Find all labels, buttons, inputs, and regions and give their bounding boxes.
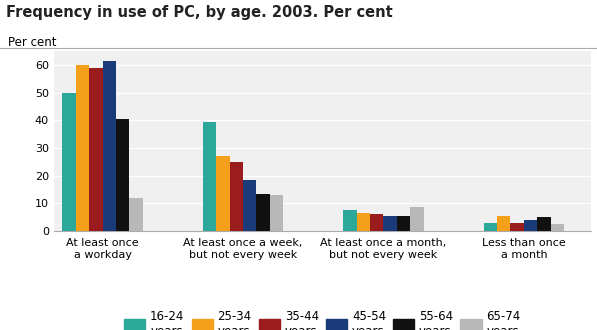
Bar xyxy=(257,194,270,231)
Legend: 16-24
years, 25-34
years, 35-44
years, 45-54
years, 55-64
years, 65-74
years: 16-24 years, 25-34 years, 35-44 years, 4… xyxy=(119,305,525,330)
Bar xyxy=(203,122,216,231)
Bar xyxy=(397,216,410,231)
Bar xyxy=(510,223,524,231)
Bar xyxy=(497,216,510,231)
Text: Frequency in use of PC, by age. 2003. Per cent: Frequency in use of PC, by age. 2003. Pe… xyxy=(6,5,393,20)
Bar xyxy=(524,220,537,231)
Bar xyxy=(550,224,564,231)
Bar xyxy=(383,216,397,231)
Bar xyxy=(484,223,497,231)
Bar xyxy=(370,214,383,231)
Bar xyxy=(62,93,76,231)
Bar xyxy=(410,208,424,231)
Bar xyxy=(116,119,130,231)
Bar xyxy=(537,217,550,231)
Bar xyxy=(103,61,116,231)
Bar xyxy=(343,210,356,231)
Bar xyxy=(216,156,230,231)
Bar xyxy=(356,213,370,231)
Bar xyxy=(243,180,257,231)
Bar xyxy=(270,195,284,231)
Bar xyxy=(89,68,103,231)
Bar xyxy=(130,198,143,231)
Text: Per cent: Per cent xyxy=(8,36,57,49)
Bar xyxy=(76,65,89,231)
Bar xyxy=(230,162,243,231)
